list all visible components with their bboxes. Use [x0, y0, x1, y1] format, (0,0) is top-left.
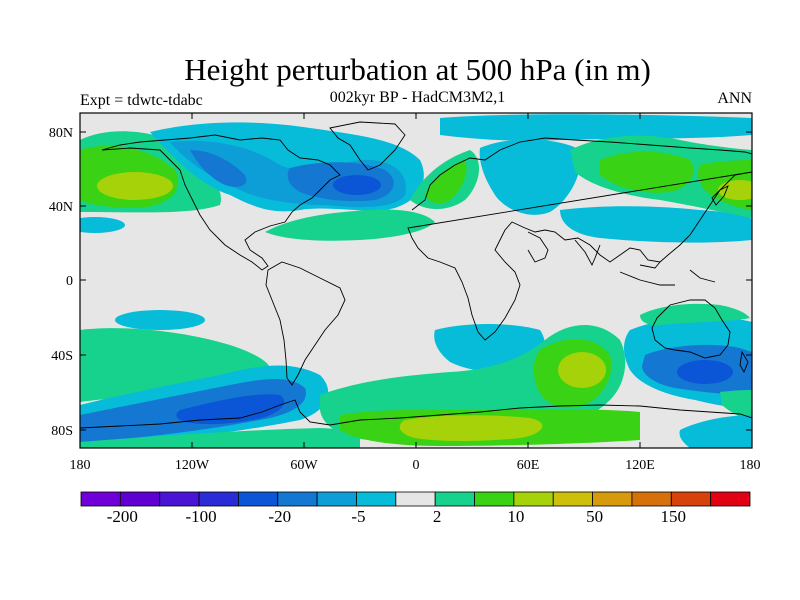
colorbar-swatch — [395, 491, 436, 507]
positive-peak-south-indian — [558, 352, 606, 388]
lat-tick-label: 40N — [49, 200, 73, 215]
lon-tick-marks — [79, 113, 753, 448]
lon-tick-label: 0 — [413, 458, 420, 473]
lat-tick-label: 0 — [66, 274, 73, 289]
colorbar-label: 50 — [586, 507, 604, 526]
lon-tick-labels: 180 120W 60W 0 60E 120E 180 — [70, 458, 761, 473]
coastline-antarctica — [80, 399, 752, 429]
negative-region-subtropical-pacific — [80, 217, 125, 233]
colorbar-label: -5 — [351, 507, 366, 526]
positive-region-atlantic — [265, 209, 435, 241]
colorbar — [80, 491, 751, 507]
experiment-label: Expt = tdwtc-tdabc — [80, 92, 203, 109]
positive-peak-antarctica — [399, 415, 543, 441]
lat-tick-label: 80S — [51, 424, 73, 439]
positive-region-south-pacific — [80, 328, 271, 402]
lat-tick-marks — [80, 131, 752, 431]
positive-core-europe — [425, 160, 467, 204]
coastline-arabia-india — [527, 231, 601, 267]
colorbar-swatch — [159, 491, 200, 507]
positive-core-siberia — [600, 151, 694, 193]
colorbar-swatch — [710, 491, 751, 507]
negative-region-arctic — [440, 114, 752, 141]
coastlines — [80, 121, 752, 429]
colorbar-swatch — [119, 491, 161, 507]
lon-tick-label: 180 — [740, 458, 761, 473]
lat-tick-label: 40S — [51, 349, 73, 364]
season-label: ANN — [717, 90, 752, 107]
colorbar-swatch — [670, 491, 712, 507]
coastline-greenland — [329, 121, 406, 171]
colorbar-swatch — [277, 491, 318, 507]
lat-tick-labels: 80N 40N 0 40S 80S — [49, 126, 73, 439]
colorbar-label: -200 — [106, 507, 138, 526]
lon-tick-label: 120E — [625, 458, 655, 473]
colorbar-swatch — [198, 491, 239, 507]
lon-tick-label: 60E — [517, 458, 540, 473]
negative-region-south-pacific-subtropics — [115, 310, 205, 330]
colorbar-swatch — [592, 491, 633, 507]
colorbar-label: -100 — [185, 507, 217, 526]
positive-region-antarctic-pacific — [720, 390, 752, 420]
colorbar-swatch — [80, 491, 121, 507]
coastline-australia — [651, 299, 731, 359]
colorbar-swatch — [238, 491, 279, 507]
contour-field — [80, 113, 752, 448]
chart-title: Height perturbation at 500 hPa (in m) — [184, 52, 651, 87]
negative-peak-north-atlantic — [333, 175, 381, 195]
lat-tick-label: 80N — [49, 126, 73, 141]
lon-tick-label: 180 — [70, 458, 91, 473]
coastline-japan — [711, 185, 729, 206]
colorbar-swatch — [434, 491, 475, 507]
lon-tick-label: 120W — [175, 458, 210, 473]
coastline-eurasia-africa — [407, 137, 752, 341]
positive-region-antarctic-coast — [80, 428, 360, 448]
colorbar-swatch — [474, 491, 515, 507]
colorbar-swatch — [356, 491, 397, 507]
colorbar-label: 150 — [660, 507, 687, 526]
coastline-new-zealand — [739, 350, 749, 374]
colorbar-label: 10 — [507, 507, 525, 526]
coastline-north-america — [101, 134, 341, 271]
positive-peak-east-asia — [718, 180, 752, 200]
negative-region-north-america-east — [190, 150, 247, 187]
negative-region-eurasia — [479, 139, 581, 215]
coastline-south-america — [265, 261, 346, 386]
colorbar-label: 2 — [432, 507, 442, 526]
coastline-indonesia — [619, 261, 716, 286]
positive-peak-north-pacific — [97, 172, 173, 200]
colorbar-label: -20 — [268, 507, 292, 526]
colorbar-swatch — [552, 491, 593, 507]
negative-region-asia — [560, 206, 752, 243]
colorbar-swatch — [513, 491, 554, 507]
colorbar-swatch — [631, 491, 672, 507]
chart-subtitle: 002kyr BP - HadCM3M2,1 — [329, 89, 506, 106]
colorbar-swatch — [316, 491, 357, 507]
negative-peak-south-australia — [677, 360, 733, 384]
positive-region-subtropical-indo-pacific — [640, 303, 750, 326]
negative-peak-southern-ocean-pacific — [176, 394, 285, 425]
negative-region-antarctic-pacific — [679, 415, 752, 448]
lon-tick-label: 60W — [290, 458, 318, 473]
